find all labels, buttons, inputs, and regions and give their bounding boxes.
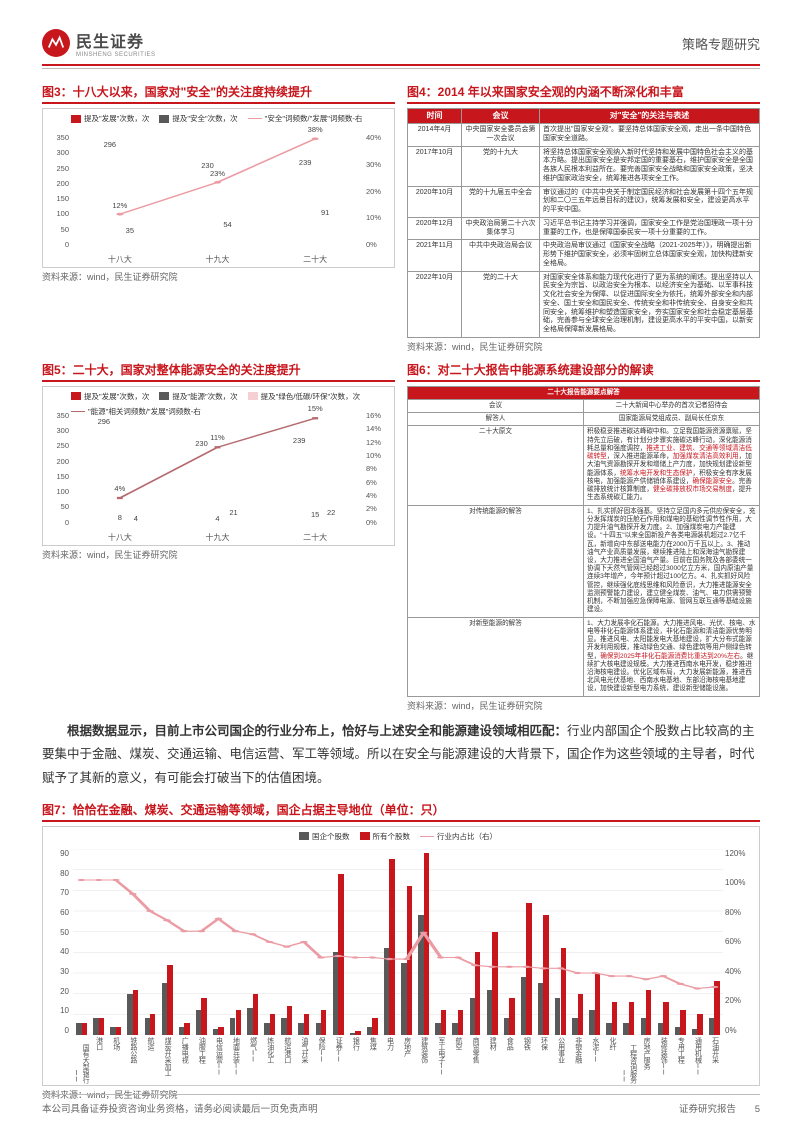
figure-7-title: 图7：恰恰在金融、煤炭、交通运输等领域，国企占据主导地位（单位：只） (42, 801, 760, 822)
brand-name-cn: 民生证券 (76, 28, 156, 52)
figure-3-source: 资料来源：wind，民生证券研究院 (42, 270, 395, 283)
figure-5-plot: 296844%23042111%239152215% (71, 411, 364, 527)
figure-6-table: 二十大报告能源要点解答会议二十大新闻中心举办的首次记者招待会解答人国家能源局党组… (407, 386, 760, 697)
figure-7-x-axis: 国有大型银行II港口机场铁路公路航运煤炭开采加工广播电视油服工程电信运营II地面… (73, 1037, 723, 1083)
figure-5-y-right: 16%14%12%10%8%6%4%2%0% (366, 411, 392, 527)
figure-3: 图3：十八大以来，国家对"安全"的关注度持续提升 提及"发展"次数，次 提及"安… (42, 83, 395, 353)
figure-3-chart: 提及"发展"次数，次 提及"安全"次数，次 "安全"词频数/"发展"词频数-右 … (42, 108, 395, 268)
figure-6-source: 资料来源：wind，民生证券研究院 (407, 699, 760, 712)
figure-6: 图6：对二十大报告中能源系统建设部分的解读 二十大报告能源要点解答会议二十大新闻… (407, 361, 760, 712)
figure-5-source: 资料来源：wind，民生证券研究院 (42, 548, 395, 561)
figure-5: 图5：二十大，国家对整体能源安全的关注度提升 提及"发展"次数，次 提及"能源"… (42, 361, 395, 712)
footer-doc-type: 证券研究报告 (679, 1104, 736, 1115)
figure-3-title: 图3：十八大以来，国家对"安全"的关注度持续提升 (42, 83, 395, 104)
figure-4: 图4：2014 年以来国家安全观的内涵不断深化和丰富 时间会议对"安全"的关注与… (407, 83, 760, 353)
body-paragraph: 根据数据显示，目前上市公司国企的行业分布上，恰好与上述安全和能源建设领域相匹配：… (42, 720, 760, 791)
figure-7: 图7：恰恰在金融、煤炭、交通运输等领域，国企占据主导地位（单位：只） 国企个股数… (42, 801, 760, 1101)
figure-7-legend: 国企个股数 所有个股数 行业内占比（右） (73, 831, 723, 842)
figure-3-x-axis: 十八大十九大二十大 (71, 254, 364, 265)
figure-3-plot: 2963512%2305423%2399138% (71, 133, 364, 249)
footer-disclaimer: 本公司具备证券投资咨询业务资格，请务必阅读最后一页免责声明 (42, 1101, 318, 1115)
brand-logo-icon (42, 29, 70, 57)
figure-7-y-right: 120%100%80%60%40%20%0% (725, 849, 755, 1035)
figure-5-y-left: 350300250200150100500 (45, 411, 69, 527)
figure-5-title: 图5：二十大，国家对整体能源安全的关注度提升 (42, 361, 395, 382)
header-rule-gray (42, 68, 760, 69)
figure-7-plot (73, 849, 723, 1035)
page-header: 民生证券 MINSHENG SECURITIES 策略专题研究 (42, 28, 760, 58)
figure-3-y-right: 40%30%20%10%0% (366, 133, 392, 249)
figure-4-title: 图4：2014 年以来国家安全观的内涵不断深化和丰富 (407, 83, 760, 104)
figure-5-x-axis: 十八大十九大二十大 (71, 532, 364, 543)
figure-7-y-left: 9080706050403020100 (47, 849, 69, 1035)
brand-logo-block: 民生证券 MINSHENG SECURITIES (42, 28, 156, 58)
page-footer: 本公司具备证券投资咨询业务资格，请务必阅读最后一页免责声明 证券研究报告 5 (42, 1094, 760, 1115)
brand-name-en: MINSHENG SECURITIES (76, 52, 156, 58)
figure-7-chart: 国企个股数 所有个股数 行业内占比（右） 9080706050403020100… (42, 826, 760, 1086)
figure-4-table: 时间会议对"安全"的关注与表述2014年4月中央国家安全委员会第一次会议首次提出… (407, 108, 760, 338)
report-type: 策略专题研究 (682, 34, 760, 53)
figure-3-legend: 提及"发展"次数，次 提及"安全"次数，次 "安全"词频数/"发展"词频数-右 (71, 113, 388, 124)
figure-5-chart: 提及"发展"次数，次 提及"能源"次数，次 提及"绿色/低碳/环保"次数，次 "… (42, 386, 395, 546)
figure-4-source: 资料来源：wind，民生证券研究院 (407, 340, 760, 353)
header-rule-red (42, 64, 760, 66)
page-number: 5 (755, 1104, 760, 1115)
figure-6-title: 图6：对二十大报告中能源系统建设部分的解读 (407, 361, 760, 382)
figure-3-y-left: 350300250200150100500 (45, 133, 69, 249)
